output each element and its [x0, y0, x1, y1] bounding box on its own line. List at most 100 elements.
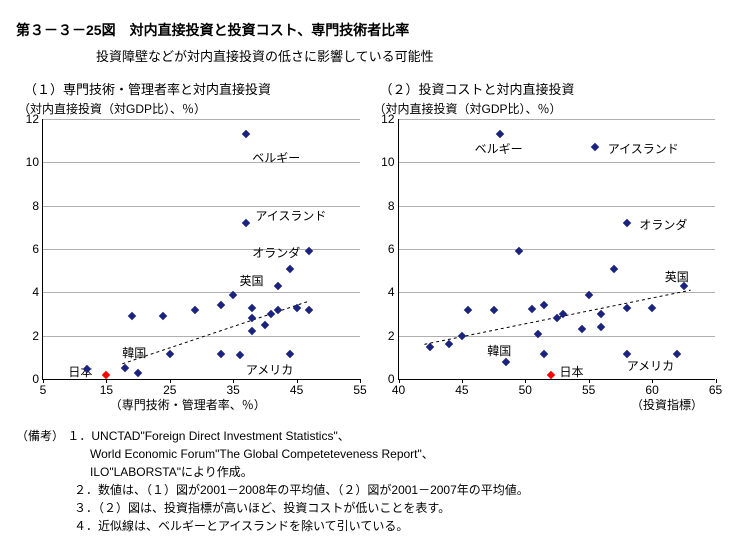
data-point-label: アメリカ — [246, 361, 293, 378]
x-tick-label: 40 — [392, 383, 405, 397]
data-point — [464, 305, 472, 313]
gridline — [43, 292, 360, 293]
data-point — [191, 305, 199, 313]
x-tick-label: 55 — [353, 383, 366, 397]
notes-header: （備考） — [16, 429, 64, 443]
chart-1-x-label: （専門技術・管理者率、％） — [16, 396, 360, 413]
y-tick-label: 4 — [19, 285, 39, 299]
data-point — [121, 364, 129, 372]
data-point — [673, 350, 681, 358]
data-point — [527, 304, 535, 312]
data-point-label: アイスランド — [255, 207, 326, 224]
data-point-label: アメリカ — [627, 357, 674, 374]
data-point — [286, 350, 294, 358]
data-point — [102, 370, 110, 378]
note-1a: （備考） １．UNCTAD"Foreign Direct Investment … — [16, 427, 715, 445]
x-tick-label: 60 — [645, 383, 658, 397]
x-tick-label: 45 — [290, 383, 303, 397]
data-point — [166, 350, 174, 358]
data-point — [445, 340, 453, 348]
y-tick-label: 8 — [375, 199, 395, 213]
chart-2-x-label: （投資指標） — [372, 396, 716, 413]
data-point — [216, 301, 224, 309]
chart-2-title: （２）投資コストと対内直接投資 — [372, 79, 716, 98]
x-tick-label: 50 — [519, 383, 532, 397]
note-3: ３．（２）図は、投資指標が高いほど、投資コストが低いことを表す。 — [16, 499, 715, 517]
gridline — [399, 206, 716, 207]
data-point — [248, 303, 256, 311]
data-point-label: 韓国 — [122, 344, 146, 361]
data-point — [134, 368, 142, 376]
chart-2-y-label: （対内直接投資（対GDP比）、％） — [372, 100, 716, 117]
x-tick-label: 5 — [40, 383, 47, 397]
data-point — [286, 264, 294, 272]
data-point — [426, 342, 434, 350]
y-tick-label: 10 — [19, 155, 39, 169]
note-2: ２．数値は、（１）図が2001－2008年の平均値、（２）図が2001－2007… — [16, 481, 715, 499]
gridline — [43, 162, 360, 163]
data-point — [597, 310, 605, 318]
data-point — [248, 314, 256, 322]
data-point-label: オランダ — [252, 244, 300, 261]
chart-1-y-label: （対内直接投資（対GDP比）、％） — [16, 100, 360, 117]
data-point — [292, 303, 300, 311]
data-point — [489, 305, 497, 313]
data-point-label: 英国 — [665, 268, 689, 285]
x-tick-label: 25 — [163, 383, 176, 397]
data-point — [540, 350, 548, 358]
note-1b: World Economic Forum"The Global Competet… — [16, 445, 715, 463]
data-point — [622, 303, 630, 311]
y-tick-label: 12 — [19, 112, 39, 126]
data-point — [235, 351, 243, 359]
chart-2-block: （２）投資コストと対内直接投資 （対内直接投資（対GDP比）、％） 024681… — [372, 79, 716, 413]
chart-2-plot-area: 024681012404550556065ベルギーアイスランドオランダ英国韓国日… — [398, 119, 716, 380]
data-point-label: アイスランド — [608, 140, 679, 157]
data-point-label: 日本 — [560, 363, 584, 380]
data-point — [648, 303, 656, 311]
y-tick-label: 4 — [375, 285, 395, 299]
chart-1-title: （１）専門技術・管理者率と対内直接投資 — [16, 79, 360, 98]
data-point — [273, 282, 281, 290]
x-tick-label: 55 — [582, 383, 595, 397]
data-point — [591, 143, 599, 151]
gridline — [43, 119, 360, 120]
data-point-label: 韓国 — [487, 342, 511, 359]
data-point — [242, 130, 250, 138]
data-point — [248, 327, 256, 335]
data-point — [216, 350, 224, 358]
figure-title: 第３－３－25図 対内直接投資と投資コスト、専門技術者比率 — [16, 20, 715, 40]
gridline — [399, 336, 716, 337]
data-point — [502, 357, 510, 365]
notes-block: （備考） １．UNCTAD"Foreign Direct Investment … — [16, 427, 715, 535]
data-point — [546, 370, 554, 378]
x-tick-label: 35 — [227, 383, 240, 397]
gridline — [399, 249, 716, 250]
y-tick-label: 0 — [19, 372, 39, 386]
data-point — [458, 331, 466, 339]
data-point — [496, 130, 504, 138]
data-point-label: オランダ — [639, 216, 687, 233]
gridline — [43, 336, 360, 337]
figure-subtitle: 投資障壁などが対内直接投資の低さに影響している可能性 — [16, 46, 715, 65]
data-point — [540, 301, 548, 309]
y-tick-label: 6 — [19, 242, 39, 256]
data-point — [597, 323, 605, 331]
data-point — [242, 219, 250, 227]
note-4: ４．近似線は、ベルギーとアイスランドを除いて引いている。 — [16, 517, 715, 535]
chart-1-block: （１）専門技術・管理者率と対内直接投資 （対内直接投資（対GDP比）、％） 0 2… — [16, 79, 360, 413]
data-point-label: 英国 — [240, 272, 264, 289]
data-point — [610, 264, 618, 272]
data-point — [305, 305, 313, 313]
x-tick-label: 15 — [100, 383, 113, 397]
note-1c: ILO"LABORSTA"により作成。 — [16, 463, 715, 481]
y-tick-label: 8 — [19, 199, 39, 213]
data-point — [578, 325, 586, 333]
chart-1-plot-area: 02468101251525354555ベルギーアイスランドオランダ英国韓国日本… — [42, 119, 360, 380]
y-tick-label: 6 — [375, 242, 395, 256]
data-point — [128, 312, 136, 320]
gridline — [399, 292, 716, 293]
x-tick-label: 65 — [709, 383, 722, 397]
data-point-label: ベルギー — [252, 149, 300, 166]
y-tick-label: 2 — [19, 329, 39, 343]
data-point — [261, 321, 269, 329]
